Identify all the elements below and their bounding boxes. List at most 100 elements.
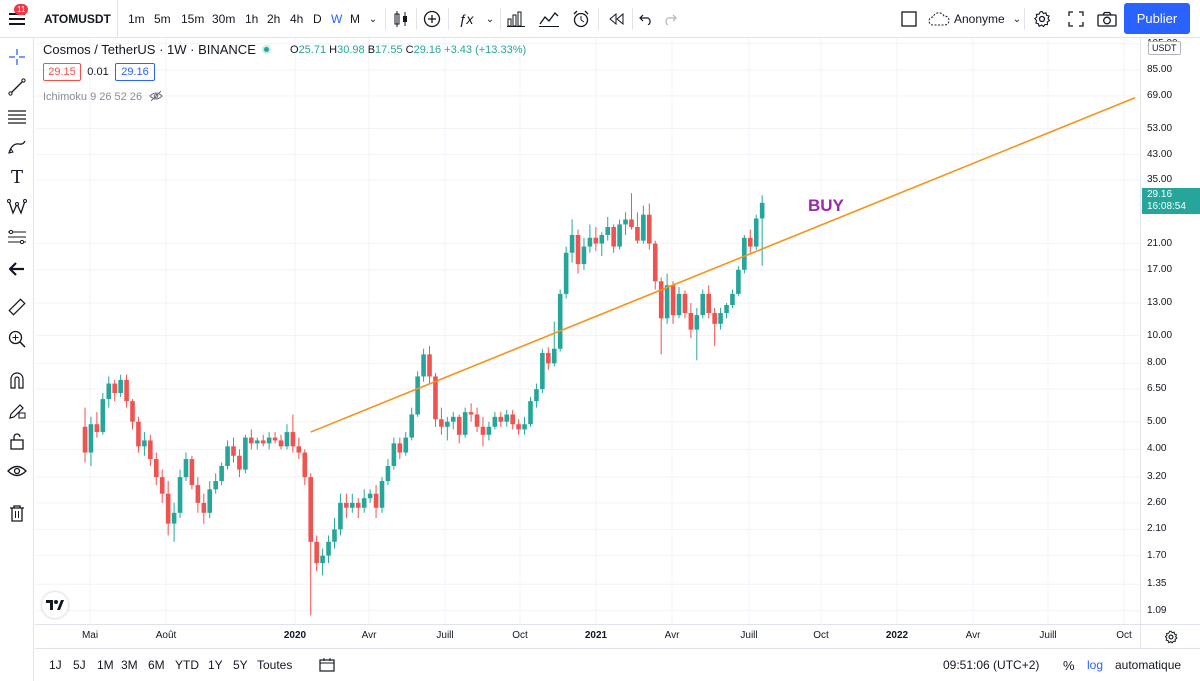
candle (332, 518, 337, 549)
lock-tool[interactable] (0, 428, 34, 454)
prediction-tool[interactable] (0, 224, 34, 250)
magnet-tool[interactable] (0, 368, 34, 394)
measure-tool[interactable] (0, 294, 34, 320)
trendline-drawing[interactable] (310, 96, 1136, 433)
price-axis[interactable]: 105.0085.0069.0053.0043.0035.0021.0017.0… (1140, 38, 1200, 624)
range-5j[interactable]: 5J (73, 658, 86, 672)
candle-body (243, 437, 248, 470)
candle (260, 434, 266, 447)
trend-line-tool[interactable] (0, 74, 34, 100)
candle-body (510, 414, 515, 425)
undo-button[interactable] (636, 0, 656, 38)
time-axis[interactable]: Mai Août 2020 Avr Juill Oct 2021 Avr Juill Oct 202… (35, 624, 1140, 648)
timeframe-30m[interactable]: 30m (212, 12, 236, 26)
redo-button[interactable] (660, 0, 680, 38)
indicators-chevron-down-icon[interactable]: ⌄ (485, 13, 495, 25)
compare-button[interactable] (420, 0, 444, 38)
candle-body (528, 401, 533, 425)
range-6m[interactable]: 6M (148, 658, 165, 672)
candle-body (534, 389, 539, 402)
snapshot-button[interactable] (1094, 0, 1120, 38)
fib-tool[interactable] (0, 104, 34, 130)
visibility-tool[interactable] (0, 458, 34, 484)
main-menu-button[interactable]: 11 (0, 0, 34, 38)
range-1m[interactable]: 1M (97, 658, 114, 672)
ichimoku-indicator-label[interactable]: Ichimoku 9 26 52 26 (43, 90, 163, 103)
timeframe-4h[interactable]: 4h (290, 12, 304, 26)
clock-timezone[interactable]: 09:51:06 (UTC+2) (943, 658, 1040, 672)
layout-button[interactable] (898, 0, 920, 38)
market-status-dot (262, 45, 271, 54)
alert-button[interactable] (568, 0, 594, 38)
chart-settings-corner[interactable] (1140, 624, 1200, 648)
candle (528, 397, 533, 427)
candle-body (439, 419, 444, 427)
timeframe-M[interactable]: M (350, 12, 360, 26)
zoom-tool[interactable] (0, 326, 34, 352)
remove-drawings-tool[interactable] (0, 500, 34, 526)
publish-button[interactable]: Publier (1124, 3, 1190, 34)
candle-body (688, 313, 694, 330)
eye-off-icon[interactable] (149, 90, 163, 102)
timeframe-5m[interactable]: 5m (154, 12, 171, 26)
candle (94, 412, 100, 438)
timeframe-15m[interactable]: 15m (181, 12, 205, 26)
price-tick-label: 1.09 (1147, 604, 1167, 616)
tradingview-logo[interactable] (42, 592, 68, 618)
range-ytd[interactable]: YTD (175, 658, 199, 672)
replay-button[interactable] (604, 0, 628, 38)
indicators-button[interactable]: ƒx (458, 11, 474, 27)
time-tick-label: Août (155, 630, 177, 641)
candle-body (142, 440, 147, 447)
fullscreen-button[interactable] (1064, 0, 1088, 38)
currency-unit-label[interactable]: USDT (1148, 41, 1181, 55)
candle (290, 414, 296, 453)
timeframe-chevron-down-icon[interactable]: ⌄ (368, 13, 378, 25)
templates-button[interactable] (504, 0, 528, 38)
candle-body (474, 414, 480, 427)
back-tool[interactable] (0, 256, 34, 282)
symbol-search[interactable]: ATOMUSDT (36, 0, 118, 38)
timeframe-1h[interactable]: 1h (245, 12, 259, 26)
timeframe-W[interactable]: W (331, 12, 343, 26)
brush-tool[interactable] (0, 134, 34, 160)
horizontal-lines-icon (8, 110, 26, 124)
range-3m[interactable]: 3M (121, 658, 138, 672)
timeframe-1m[interactable]: 1m (128, 12, 145, 26)
auto-scale-toggle[interactable]: automatique (1115, 658, 1182, 672)
text-tool[interactable]: T (0, 164, 34, 190)
arrow-left-icon (9, 262, 24, 276)
lock-drawings-pencil-tool[interactable] (0, 398, 34, 424)
candle-type-button[interactable] (390, 0, 412, 38)
buy-annotation-text[interactable]: BUY (808, 196, 845, 215)
percent-scale-toggle[interactable]: % (1063, 657, 1075, 673)
candle-body (254, 440, 260, 444)
account-button[interactable]: Anonyme ⌄ (928, 0, 1021, 38)
candle-body (148, 440, 153, 460)
time-tick-label: 2021 (584, 630, 608, 641)
candle (599, 232, 605, 256)
candle (694, 307, 700, 361)
chart-legend-title[interactable]: Cosmos / TetherUS · 1W · BINANCE (43, 42, 256, 57)
strategy-button[interactable] (536, 0, 562, 38)
candle-body (201, 502, 207, 513)
sell-price-box[interactable]: 29.15 (43, 63, 81, 81)
range-1j[interactable]: 1J (49, 658, 62, 672)
log-scale-toggle[interactable]: log (1087, 658, 1104, 672)
go-to-date-button[interactable] (319, 649, 335, 681)
chart-pane[interactable]: BUY (35, 38, 1140, 624)
trend-line-icon (8, 78, 26, 96)
candle (201, 493, 207, 524)
range-1y[interactable]: 1Y (208, 658, 223, 672)
range-5y[interactable]: 5Y (233, 658, 248, 672)
candle-body (587, 237, 593, 247)
timeframe-D[interactable]: D (313, 12, 322, 26)
timeframe-2h[interactable]: 2h (267, 12, 281, 26)
buy-price-box[interactable]: 29.16 (115, 63, 155, 81)
candle (266, 432, 272, 450)
settings-button[interactable] (1030, 0, 1054, 38)
pattern-tool[interactable] (0, 194, 34, 220)
range-toutes[interactable]: Toutes (257, 658, 293, 672)
candlestick-chart[interactable]: BUY (35, 38, 1140, 624)
crosshair-tool[interactable] (0, 44, 34, 70)
